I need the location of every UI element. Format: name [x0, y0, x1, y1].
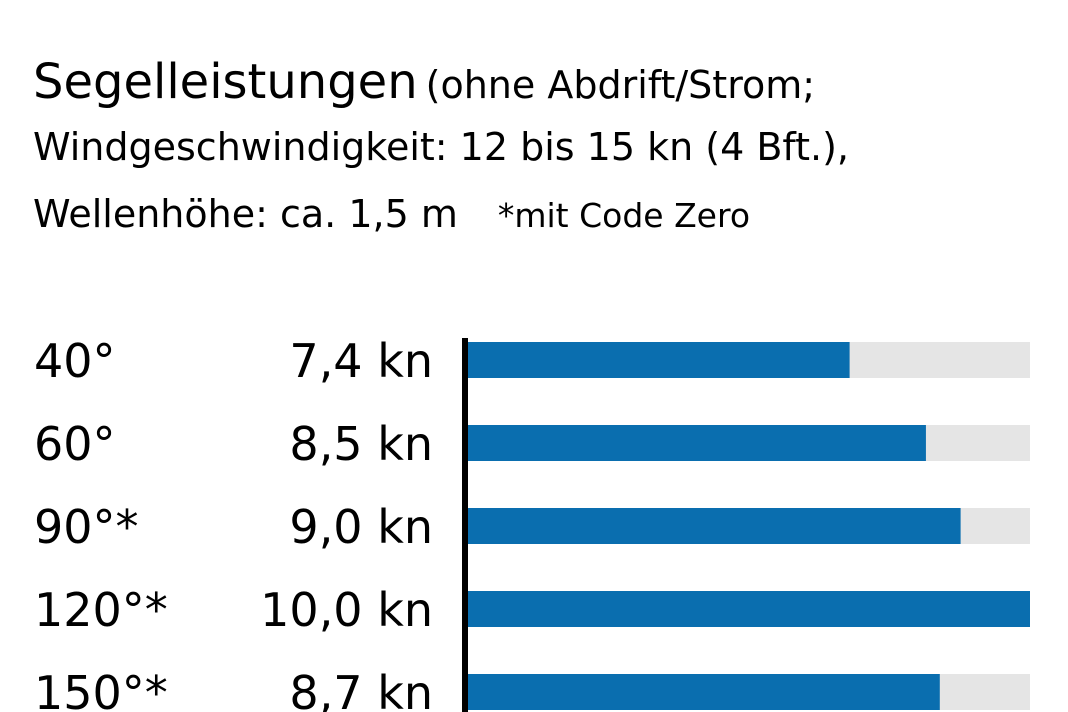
value-label: 10,0 kn	[260, 583, 433, 637]
title-main: Segelleistungen	[33, 54, 418, 110]
value-label: 8,7 kn	[289, 666, 433, 712]
bar	[468, 674, 940, 710]
title-sub-line1: (ohne Abdrift/Strom;	[425, 63, 816, 107]
axis-line	[462, 338, 468, 712]
angle-label: 60°	[34, 417, 116, 471]
footnote: *mit Code Zero	[497, 196, 751, 235]
value-label: 8,5 kn	[289, 417, 433, 471]
angle-label: 40°	[34, 334, 116, 388]
value-label: 9,0 kn	[289, 500, 433, 554]
bar	[468, 591, 1030, 627]
angle-label: 120°*	[34, 583, 168, 637]
bar	[468, 508, 961, 544]
bar	[468, 425, 926, 461]
angle-label: 90°*	[34, 500, 139, 554]
title-sub-line3: Wellenhöhe: ca. 1,5 m	[33, 192, 458, 236]
angle-label: 150°*	[34, 666, 168, 712]
chart-title: Segelleistungen (ohne Abdrift/Strom; Wind…	[33, 58, 1053, 233]
bar	[468, 342, 850, 378]
title-sub-line2: Windgeschwindigkeit: 12 bis 15 kn (4 Bft…	[33, 125, 849, 169]
value-label: 7,4 kn	[289, 334, 433, 388]
